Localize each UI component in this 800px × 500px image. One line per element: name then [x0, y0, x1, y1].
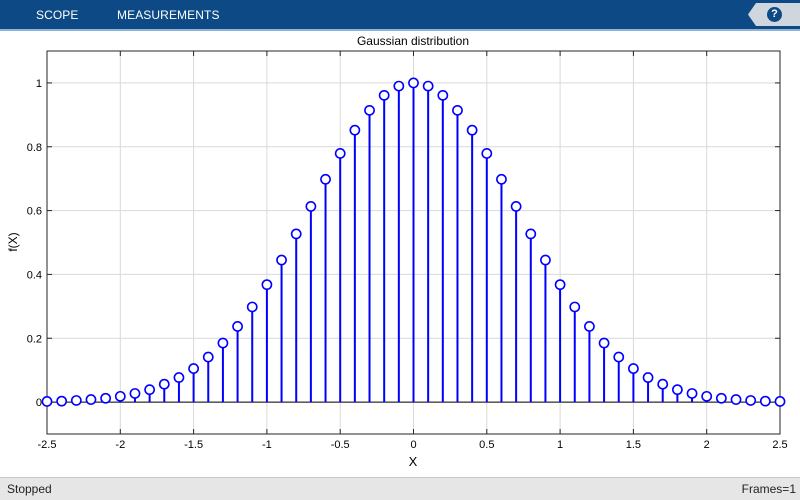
toolbar: SCOPE MEASUREMENTS ?	[0, 0, 800, 29]
chart-title: Gaussian distribution	[357, 34, 469, 48]
stem-marker	[496, 173, 507, 185]
x-tick-label: -2	[115, 439, 125, 451]
toolbar-divider	[0, 29, 800, 31]
y-tick-label: 0.6	[27, 206, 42, 218]
stem-marker	[715, 392, 727, 404]
y-tick-label: 0.4	[27, 269, 42, 281]
stem-marker	[598, 337, 610, 349]
y-tick-label: 0	[36, 397, 42, 409]
stem-marker	[584, 321, 595, 332]
x-tick-label: 0.5	[479, 439, 494, 451]
stem-marker	[349, 124, 361, 136]
x-tick-label: -0.5	[331, 439, 350, 451]
stem-marker	[188, 363, 199, 374]
y-tick-label: 1	[36, 78, 42, 90]
stem-marker	[730, 394, 742, 405]
tab-scope[interactable]: SCOPE	[36, 8, 79, 22]
data-stems	[41, 77, 786, 407]
stem-marker	[173, 372, 185, 383]
stem-marker	[628, 363, 639, 374]
stem-marker	[745, 395, 757, 406]
y-tick-label: 0.8	[27, 142, 42, 154]
stem-marker	[70, 395, 82, 406]
x-tick-label: -2.5	[38, 439, 57, 451]
stem-marker	[759, 395, 771, 407]
stem-marker	[100, 392, 112, 404]
stem-marker	[305, 201, 317, 212]
stem-marker	[202, 351, 214, 363]
y-axis-label: f(X)	[6, 232, 20, 251]
stem-marker	[276, 254, 287, 266]
y-tick-label: 0.2	[27, 333, 42, 345]
stem-marker	[246, 301, 258, 313]
stem-marker	[217, 337, 229, 349]
stem-marker	[320, 173, 331, 185]
stem-marker	[85, 394, 97, 405]
stem-marker	[114, 390, 126, 402]
stem-marker	[525, 228, 537, 240]
stem-marker	[481, 148, 493, 159]
stem-marker	[613, 351, 625, 363]
x-tick-label: -1	[262, 439, 272, 451]
help-icon[interactable]: ?	[767, 7, 782, 22]
x-tick-label: -1.5	[184, 439, 203, 451]
axis-ticks	[46, 51, 781, 434]
status-bar: Stopped Frames=1	[0, 477, 800, 500]
stem-marker	[540, 254, 551, 266]
tick-labels: -2.5 -2 -1.5 -1 -0.5 0 0.5 1 1.5 2 2.5 0 0.2 0.4 0.6 0.…	[27, 78, 788, 451]
stem-marker	[774, 396, 786, 407]
stem-marker	[466, 124, 478, 136]
stem-marker	[452, 104, 463, 116]
x-tick-label: 2.5	[772, 439, 787, 451]
stem-marker	[408, 77, 419, 89]
stem-marker	[290, 228, 302, 240]
stem-marker	[657, 378, 669, 390]
stem-marker	[686, 388, 698, 399]
frame-count: Frames=1	[741, 482, 796, 496]
help-area: ?	[748, 0, 800, 29]
stem-marker	[144, 384, 156, 396]
x-axis-label: X	[409, 454, 418, 469]
status-text: Stopped	[7, 482, 52, 496]
stem-marker	[554, 279, 566, 291]
stem-marker	[261, 279, 273, 291]
stem-marker	[129, 388, 141, 399]
stem-marker	[393, 80, 405, 92]
stem-marker	[437, 89, 449, 101]
stem-marker	[671, 384, 683, 396]
stem-marker	[569, 301, 581, 313]
tab-measurements[interactable]: MEASUREMENTS	[117, 8, 220, 22]
x-tick-label: 1.5	[626, 439, 641, 451]
stem-marker	[158, 378, 170, 390]
x-tick-label: 0	[410, 439, 416, 451]
stem-marker	[642, 372, 654, 383]
x-tick-label: 2	[704, 439, 710, 451]
stem-marker	[510, 201, 522, 212]
stem-marker	[334, 148, 346, 159]
stem-marker	[378, 89, 390, 101]
stem-marker	[701, 390, 713, 402]
stem-marker	[232, 321, 243, 332]
plot-area[interactable]: -2.5 -2 -1.5 -1 -0.5 0 0.5 1 1.5 2 2.5 0 0.2 0.4 0.6 0.…	[0, 31, 800, 477]
stem-marker	[56, 395, 68, 407]
x-tick-label: 1	[557, 439, 563, 451]
stem-marker	[422, 80, 434, 92]
stem-marker	[41, 396, 53, 407]
stem-marker	[364, 104, 375, 116]
